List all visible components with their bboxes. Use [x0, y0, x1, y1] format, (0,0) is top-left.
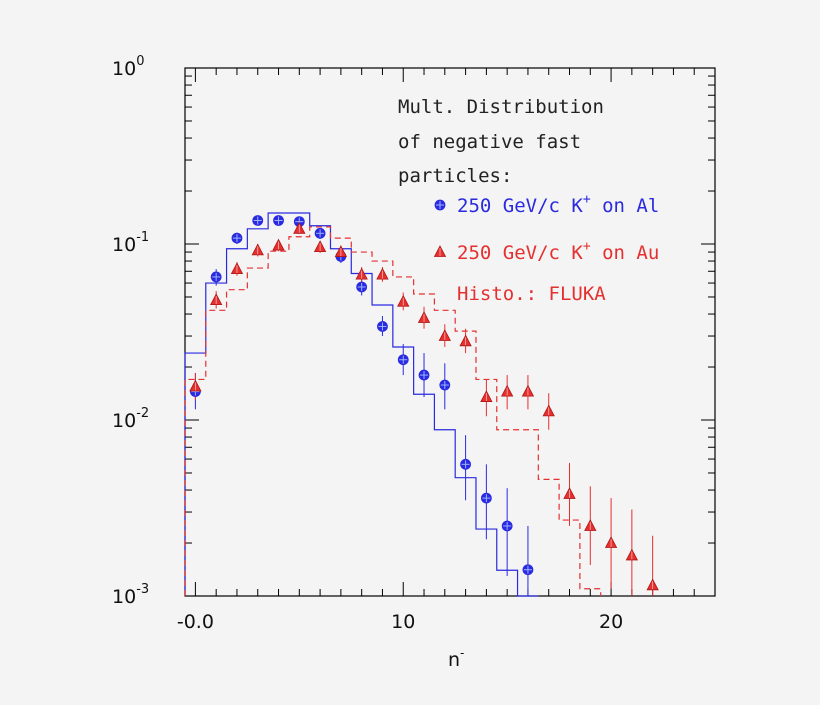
x-tick-label: -0.0	[177, 611, 214, 633]
data-point-au	[459, 334, 472, 347]
legend: 250 GeV/c K+ on Al 250 GeV/c K+ on Au Hi…	[433, 192, 659, 305]
legend-circle	[434, 199, 446, 211]
data-point-au	[625, 548, 639, 561]
data-point-au	[293, 221, 306, 234]
data-point-al	[273, 215, 284, 226]
data-point-au	[313, 240, 327, 253]
data-point-au	[376, 267, 389, 280]
histograms	[184, 212, 602, 597]
data-point-au	[272, 238, 285, 251]
legend-entry-au: 250 GeV/c K+ on Au	[433, 239, 659, 264]
data-point-al	[210, 271, 222, 283]
data-point-au	[563, 487, 576, 499]
data-point-au	[355, 267, 368, 280]
x-tick-label: 20	[599, 611, 623, 633]
y-tick-label: 10-1	[112, 230, 149, 256]
data-point-au	[521, 384, 535, 397]
title-line-3: particles:	[398, 165, 512, 187]
data-point-au	[584, 519, 597, 531]
legend-triangle	[433, 245, 447, 257]
data-point-al	[231, 232, 243, 244]
axis-ticks	[185, 68, 715, 597]
data-point-al	[460, 458, 471, 470]
legend-histo-note: Histo.: FLUKA	[457, 283, 606, 305]
plot-frame	[184, 67, 716, 597]
data-point-au	[646, 578, 659, 591]
x-tick-label: 10	[391, 611, 415, 633]
y-tick-label: 100	[112, 54, 144, 80]
data-point-au	[542, 404, 555, 417]
title-line-1: Mult. Distribution	[398, 96, 604, 118]
data-point-au	[500, 384, 514, 397]
data-point-au	[417, 311, 431, 323]
data-point-al	[314, 227, 326, 239]
data-point-au	[480, 390, 493, 402]
data-point-al	[522, 564, 534, 576]
data-point-al	[480, 492, 492, 504]
error-bars	[194, 215, 654, 596]
legend-marker-triangle	[433, 245, 447, 257]
data-point-au	[397, 294, 410, 307]
data-point-al	[418, 369, 430, 381]
x-axis-label: n-	[448, 646, 464, 671]
legend-entry-al: 250 GeV/c K+ on Al	[434, 192, 659, 217]
data-point-al	[397, 354, 409, 366]
data-point-au	[210, 293, 223, 306]
histogram-al	[184, 212, 539, 597]
data-point-au	[334, 245, 348, 257]
y-tick-label: 10-3	[112, 582, 149, 608]
data-point-au	[230, 262, 244, 275]
data-point-au	[251, 243, 264, 256]
data-point-al	[252, 215, 264, 226]
data-point-al	[377, 321, 388, 332]
legend-marker-circle	[434, 199, 446, 211]
x-tick-labels: -0.0 10 20	[177, 611, 623, 633]
legend-label-al: 250 GeV/c K+ on Al	[457, 192, 659, 217]
title-line-2: of negative fast	[398, 131, 581, 153]
legend-label-au: 250 GeV/c K+ on Au	[457, 239, 659, 264]
data-point-al	[439, 379, 451, 391]
data-point-al	[501, 520, 513, 532]
data-markers	[189, 215, 659, 591]
data-point-au	[604, 536, 618, 548]
y-tick-labels: 100 10-1 10-2 10-3	[112, 54, 149, 608]
data-point-al	[356, 281, 368, 293]
chart-title: Mult. Distribution of negative fast part…	[398, 96, 604, 187]
data-point-au	[438, 329, 451, 341]
data-point-au	[189, 379, 202, 392]
y-tick-label: 10-2	[112, 406, 149, 432]
histogram-au	[184, 226, 602, 596]
